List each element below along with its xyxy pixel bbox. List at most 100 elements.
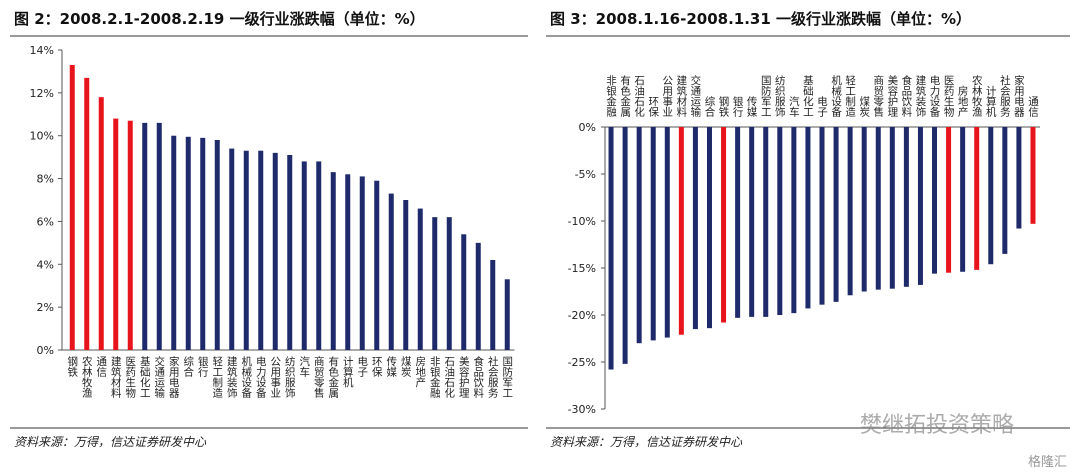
bar: [446, 217, 452, 350]
x-tick-label: 农林牧渔: [81, 355, 93, 399]
bar: [833, 127, 839, 302]
x-tick-label: 建筑材料: [110, 355, 122, 399]
x-tick-label: 商贸零售: [872, 74, 884, 118]
x-tick-label: 计算机: [342, 355, 354, 388]
x-tick-label: 环保: [371, 356, 383, 378]
bar: [417, 208, 423, 350]
bar: [316, 161, 322, 350]
bar: [258, 150, 264, 350]
x-tick-label: 医药生物: [943, 75, 955, 118]
bar: [374, 180, 380, 350]
bar: [932, 127, 938, 274]
bar: [1030, 127, 1036, 224]
x-tick-label: 公用事业: [661, 75, 673, 117]
x-tick-label: 有色金属: [327, 355, 339, 399]
bar: [504, 279, 510, 350]
x-tick-label: 食品饮料: [472, 355, 484, 399]
y-tick-label: -30%: [568, 403, 596, 416]
x-tick-label: 轻工制造: [844, 74, 856, 117]
x-tick-label: 交通运输: [689, 74, 701, 118]
y-tick-label: 14%: [30, 44, 54, 57]
y-tick-label: -25%: [568, 356, 596, 369]
bar: [113, 118, 119, 350]
bar: [490, 260, 496, 350]
bar: [903, 127, 909, 287]
bar: [330, 172, 336, 350]
y-tick-label: 2%: [37, 301, 54, 314]
bar: [475, 242, 481, 350]
bar: [171, 135, 177, 350]
bar: [185, 136, 191, 350]
x-tick-label: 电子: [356, 355, 368, 377]
x-tick-label: 建筑材料: [675, 74, 687, 118]
x-tick-label: 医药生物: [124, 356, 136, 399]
bar: [608, 127, 614, 370]
x-tick-label: 计算机: [985, 85, 997, 118]
bar: [432, 217, 438, 350]
x-tick-label: 石油石化: [443, 356, 455, 399]
bar: [692, 127, 698, 330]
y-tick-label: 12%: [30, 87, 54, 100]
bar: [721, 127, 727, 323]
bar: [69, 65, 75, 350]
x-tick-label: 银行: [732, 95, 744, 118]
x-tick-label: 轻工制造: [211, 355, 223, 398]
x-tick-label: 汽车: [298, 355, 310, 378]
bar: [1016, 127, 1022, 229]
x-tick-label: 建筑装饰: [914, 74, 926, 118]
x-tick-label: 食品饮料: [900, 74, 912, 118]
y-tick-label: -20%: [568, 309, 596, 322]
bar: [664, 127, 670, 338]
bar: [974, 127, 980, 270]
x-tick-label: 国防军工: [760, 75, 772, 117]
x-tick-label: 通信: [95, 356, 107, 378]
x-tick-label: 通信: [1027, 96, 1039, 118]
bar: [819, 127, 825, 305]
bar: [861, 127, 867, 292]
bar: [243, 150, 249, 350]
x-tick-label: 电子: [816, 95, 828, 117]
x-tick-label: 基础化工: [139, 355, 151, 398]
x-tick-label: 纺织服饰: [284, 355, 296, 399]
x-tick-label: 钢铁: [66, 355, 78, 378]
x-tick-label: 房地产: [414, 355, 426, 388]
bar: [946, 127, 952, 273]
y-tick-label: -5%: [575, 168, 596, 181]
bar: [988, 127, 994, 265]
watermark: 樊继拓投资策略: [860, 413, 1014, 438]
bar: [127, 120, 133, 350]
x-tick-label: 煤炭: [400, 355, 412, 378]
bar: [345, 174, 351, 350]
bar: [847, 127, 853, 296]
x-tick-label: 农林牧渔: [971, 74, 983, 118]
bar: [388, 193, 394, 350]
y-tick-label: 0%: [579, 121, 596, 134]
bar: [359, 176, 365, 350]
bar: [735, 127, 741, 318]
x-tick-label: 交通运输: [153, 355, 165, 399]
bar: [98, 97, 104, 351]
x-tick-label: 综合: [182, 355, 194, 378]
y-tick-label: 6%: [37, 215, 54, 228]
brand: 格隆汇: [1028, 454, 1067, 470]
x-tick-label: 机械设备: [830, 74, 842, 118]
bar: [461, 234, 467, 350]
y-tick-label: 8%: [37, 173, 54, 186]
x-tick-label: 环保: [647, 96, 659, 118]
x-tick-label: 美容护理: [886, 74, 898, 117]
bar: [805, 127, 811, 309]
bar: [84, 77, 90, 350]
x-tick-label: 公用事业: [269, 356, 281, 398]
x-tick-label: 有色金属: [619, 74, 631, 118]
x-tick-label: 社会服务: [487, 355, 499, 399]
bar: [142, 122, 148, 350]
x-tick-label: 非银金融: [429, 356, 441, 399]
bar: [678, 127, 684, 335]
bar: [403, 200, 409, 350]
bar: [214, 140, 220, 350]
y-tick-label: -10%: [568, 215, 596, 228]
x-tick-label: 家用电器: [168, 355, 180, 399]
x-tick-label: 汽车: [788, 95, 800, 118]
x-tick-label: 社会服务: [999, 74, 1011, 118]
x-tick-label: 银行: [197, 355, 209, 378]
